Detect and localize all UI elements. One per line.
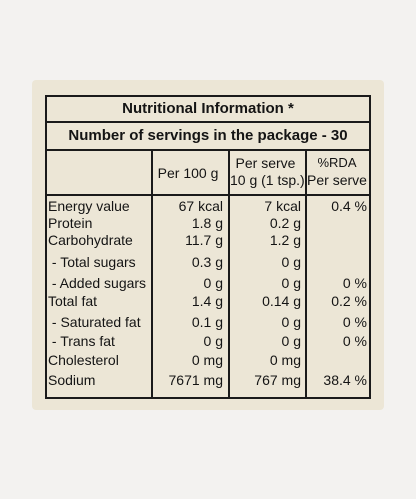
header-rule (45, 149, 371, 196)
column-header: Per serve (235, 155, 296, 171)
cell-value: 0 g (281, 254, 301, 270)
cell-value: 0.2 g (269, 215, 301, 231)
column-rule (305, 150, 307, 398)
column-header: Per 100 g (157, 165, 219, 181)
nutrient-name: Protein (48, 215, 93, 231)
cell-value: 67 kcal (178, 198, 223, 214)
servings-rule (45, 121, 371, 151)
label-background (32, 80, 384, 410)
cell-value: 0 % (342, 314, 367, 330)
cell-value: 0 % (342, 333, 367, 349)
cell-value: 0 mg (191, 352, 223, 368)
nutrient-name: - Total sugars (48, 254, 136, 270)
cell-value: 0.14 g (262, 293, 301, 309)
cell-value: 1.4 g (191, 293, 223, 309)
column-header: %RDA (317, 155, 357, 170)
cell-value: 0 mg (269, 352, 301, 368)
cell-value: 0 % (342, 275, 367, 291)
title: Nutritional Information * (122, 100, 294, 117)
column-header: Per serve (307, 172, 367, 188)
nutrient-name: Energy value (48, 198, 130, 214)
cell-value: 0 g (281, 275, 301, 291)
cell-value: 0.1 g (191, 314, 223, 330)
cell-value: 0 g (203, 333, 223, 349)
cell-value: 38.4 % (323, 372, 367, 388)
cell-value: 7671 mg (168, 372, 223, 388)
nutrient-name: Carbohydrate (48, 232, 133, 248)
servings: Number of servings in the package - 30 (68, 127, 348, 144)
cell-value: 0.3 g (191, 254, 223, 270)
cell-value: 0.4 % (331, 198, 367, 214)
nutrient-name: - Trans fat (48, 333, 115, 349)
nutrient-name: Sodium (48, 372, 96, 388)
cell-value: 0 g (203, 275, 223, 291)
cell-value: 7 kcal (264, 198, 301, 214)
column-rule (151, 150, 153, 398)
cell-value: 1.2 g (269, 232, 301, 248)
cell-value: 11.7 g (185, 232, 223, 248)
cell-value: 0.2 % (331, 293, 367, 309)
nutrient-name: Cholesterol (48, 352, 119, 368)
table-border (45, 95, 371, 399)
nutrient-name: - Saturated fat (48, 314, 141, 330)
cell-value: 1.8 g (191, 215, 223, 231)
cell-value: 0 g (281, 314, 301, 330)
cell-value: 0 g (281, 333, 301, 349)
title-rule (45, 95, 371, 123)
cell-value: 767 mg (254, 372, 301, 388)
nutrient-name: Total fat (48, 293, 98, 309)
column-header: 10 g (1 tsp.) (230, 172, 305, 188)
nutrient-name: - Added sugars (48, 275, 147, 291)
column-rule (228, 150, 230, 398)
